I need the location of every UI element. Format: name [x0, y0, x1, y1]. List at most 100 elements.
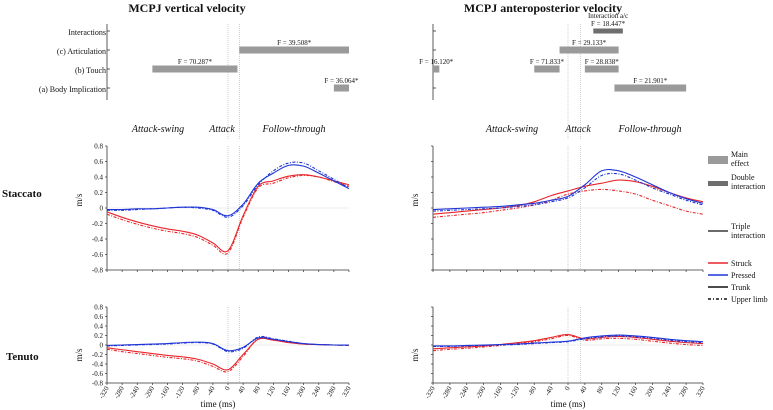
- x-tick-label: -240: [128, 385, 142, 401]
- xlabel-left: time (ms): [201, 399, 236, 409]
- x-tick-label: 160: [627, 385, 639, 399]
- y-tick-label: 0.6: [94, 313, 103, 321]
- x-tick-label: 200: [644, 385, 656, 399]
- significance-label: F = 36.064*: [324, 77, 359, 85]
- legend-label-double-interaction: Double interaction: [731, 173, 765, 191]
- significance-label: F = 18.447*: [591, 20, 626, 28]
- series-line-pressed-trunk: [432, 168, 704, 211]
- significance-note: Interaction a/c: [588, 12, 628, 20]
- sig-row-label-body-implication: (a) Body Implication: [39, 85, 106, 94]
- legend-label-struck: Struck: [731, 259, 752, 268]
- series-line-pressed-upper-limb: [106, 335, 350, 353]
- y-tick-label: -0.2: [92, 351, 104, 359]
- x-tick-label: -40: [205, 385, 217, 398]
- y-tick-label: 0: [100, 342, 104, 350]
- x-tick-label: -160: [491, 385, 505, 401]
- sig-row-label-interactions: Interactions: [68, 28, 106, 37]
- ylabel-staccato-left: m/s: [74, 193, 84, 207]
- series-line-pressed-upper-limb: [432, 335, 704, 348]
- title-left: MCPJ vertical velocity: [128, 1, 245, 15]
- series-line-struck-trunk: [432, 333, 704, 350]
- x-tick-label: -200: [143, 385, 157, 401]
- x-tick-label: 120: [610, 385, 622, 399]
- plot-panel-staccato-anteroposterior: [431, 145, 704, 272]
- significance-bar: [534, 65, 560, 73]
- significance-panel-vertical: F = 39.508* F = 70.287* F = 36.064*: [106, 24, 359, 140]
- x-tick-label: 280: [678, 385, 690, 399]
- x-tick-label: -120: [173, 385, 187, 401]
- y-tick-label: -0.8: [92, 380, 104, 388]
- y-tick-label: -0.2: [92, 220, 104, 228]
- significance-bar: [152, 65, 238, 73]
- legend-label-main-effect: Main effect: [731, 150, 750, 168]
- legend-label-trunk: Trunk: [731, 283, 750, 292]
- significance-label: F = 39.508*: [277, 39, 312, 47]
- legend-label-upper-limb: Upper limb: [731, 295, 768, 304]
- legend-swatch-double-interaction: [708, 181, 728, 186]
- y-tick-label: -0.6: [92, 370, 104, 378]
- y-tick-label: -0.8: [92, 267, 104, 275]
- x-tick-label: 0: [223, 385, 232, 392]
- y-tick-label: -0.6: [92, 251, 104, 259]
- phase-label-follow-through-left: Follow-through: [262, 124, 326, 135]
- phase-label-attack-swing-right: Attack-swing: [485, 124, 538, 135]
- y-tick-label: 0.8: [94, 304, 103, 312]
- x-tick-label: -120: [508, 385, 522, 401]
- series-line-struck-upper-limb: [432, 334, 704, 352]
- x-tick-label: 320: [695, 385, 707, 399]
- significance-bar: [614, 84, 687, 92]
- x-tick-label: 320: [341, 385, 353, 399]
- phase-label-follow-through-right: Follow-through: [618, 124, 682, 135]
- x-tick-label: -320: [423, 385, 437, 401]
- significance-bar: [593, 28, 623, 34]
- significance-label: F = 70.287*: [178, 58, 213, 66]
- x-tick-label: 280: [325, 385, 337, 399]
- x-tick-label: -80: [526, 385, 538, 398]
- significance-label: F = 21.901*: [633, 77, 668, 85]
- row-label-staccato: Staccato: [2, 188, 42, 200]
- x-tick-label: -40: [543, 385, 555, 398]
- phase-label-attack-left: Attack: [208, 124, 235, 135]
- significance-bar: [433, 65, 440, 73]
- x-tick-label: -240: [457, 385, 471, 401]
- series-line-struck-upper-limb: [106, 174, 350, 255]
- x-tick-label: -160: [158, 385, 172, 401]
- y-tick-label: 0.2: [94, 189, 103, 197]
- plot-panel-staccato-vertical: 0.8 0.6 0.4 0.2 0 -0.2 -0.4 -0.6 -0.8: [92, 143, 350, 275]
- x-tick-label: -280: [440, 385, 454, 401]
- x-tick-label: 40: [578, 385, 589, 395]
- x-tick-label: 240: [661, 385, 673, 399]
- x-tick-label: 80: [595, 385, 606, 395]
- x-tick-label: 200: [295, 385, 307, 399]
- series-line-struck-upper-limb: [432, 188, 704, 218]
- y-tick-label: 0.6: [94, 158, 103, 166]
- significance-bar: [333, 84, 349, 92]
- x-tick-label: 160: [280, 385, 292, 399]
- legend-label-triple-interaction: Triple interaction: [731, 222, 765, 240]
- plot-panel-tenuto-vertical: 0.80.60.40.20-0.2-0.4-0.6-0.8-320 -280 -24…: [92, 304, 353, 401]
- x-tick-label: -280: [113, 385, 127, 401]
- ylabel-tenuto-right: m/s: [410, 348, 420, 362]
- sig-row-label-articulation: (c) Articulation: [57, 47, 106, 56]
- series-line-pressed-upper-limb: [432, 172, 704, 212]
- y-tick-label: 0.2: [94, 332, 103, 340]
- phase-label-attack-right: Attack: [564, 124, 591, 135]
- x-tick-label: 240: [310, 385, 322, 399]
- x-tick-label: 120: [265, 385, 277, 399]
- significance-bar: [559, 46, 619, 54]
- series-line-struck-trunk: [432, 179, 704, 215]
- x-tick-label: 80: [252, 385, 263, 395]
- series-line-struck-upper-limb: [106, 336, 350, 373]
- y-tick-label: 0: [100, 205, 104, 213]
- significance-label: F = 29.133*: [572, 39, 607, 47]
- ylabel-staccato-right: m/s: [410, 193, 420, 207]
- row-label-tenuto: Tenuto: [6, 351, 39, 363]
- plot-panel-tenuto-anteroposterior: -320 -280 -240 -200 -160 -120 -80 -40 0 40 80 120 16…: [423, 306, 707, 401]
- sig-row-label-touch: (b) Touch: [75, 66, 106, 75]
- phase-label-attack-swing-left: Attack-swing: [131, 124, 184, 135]
- series-line-pressed-trunk: [106, 164, 350, 217]
- significance-label: F = 28.838*: [585, 58, 620, 66]
- x-tick-label: -200: [474, 385, 488, 401]
- y-tick-label: -0.4: [92, 236, 104, 244]
- y-tick-label: 0.4: [94, 174, 103, 182]
